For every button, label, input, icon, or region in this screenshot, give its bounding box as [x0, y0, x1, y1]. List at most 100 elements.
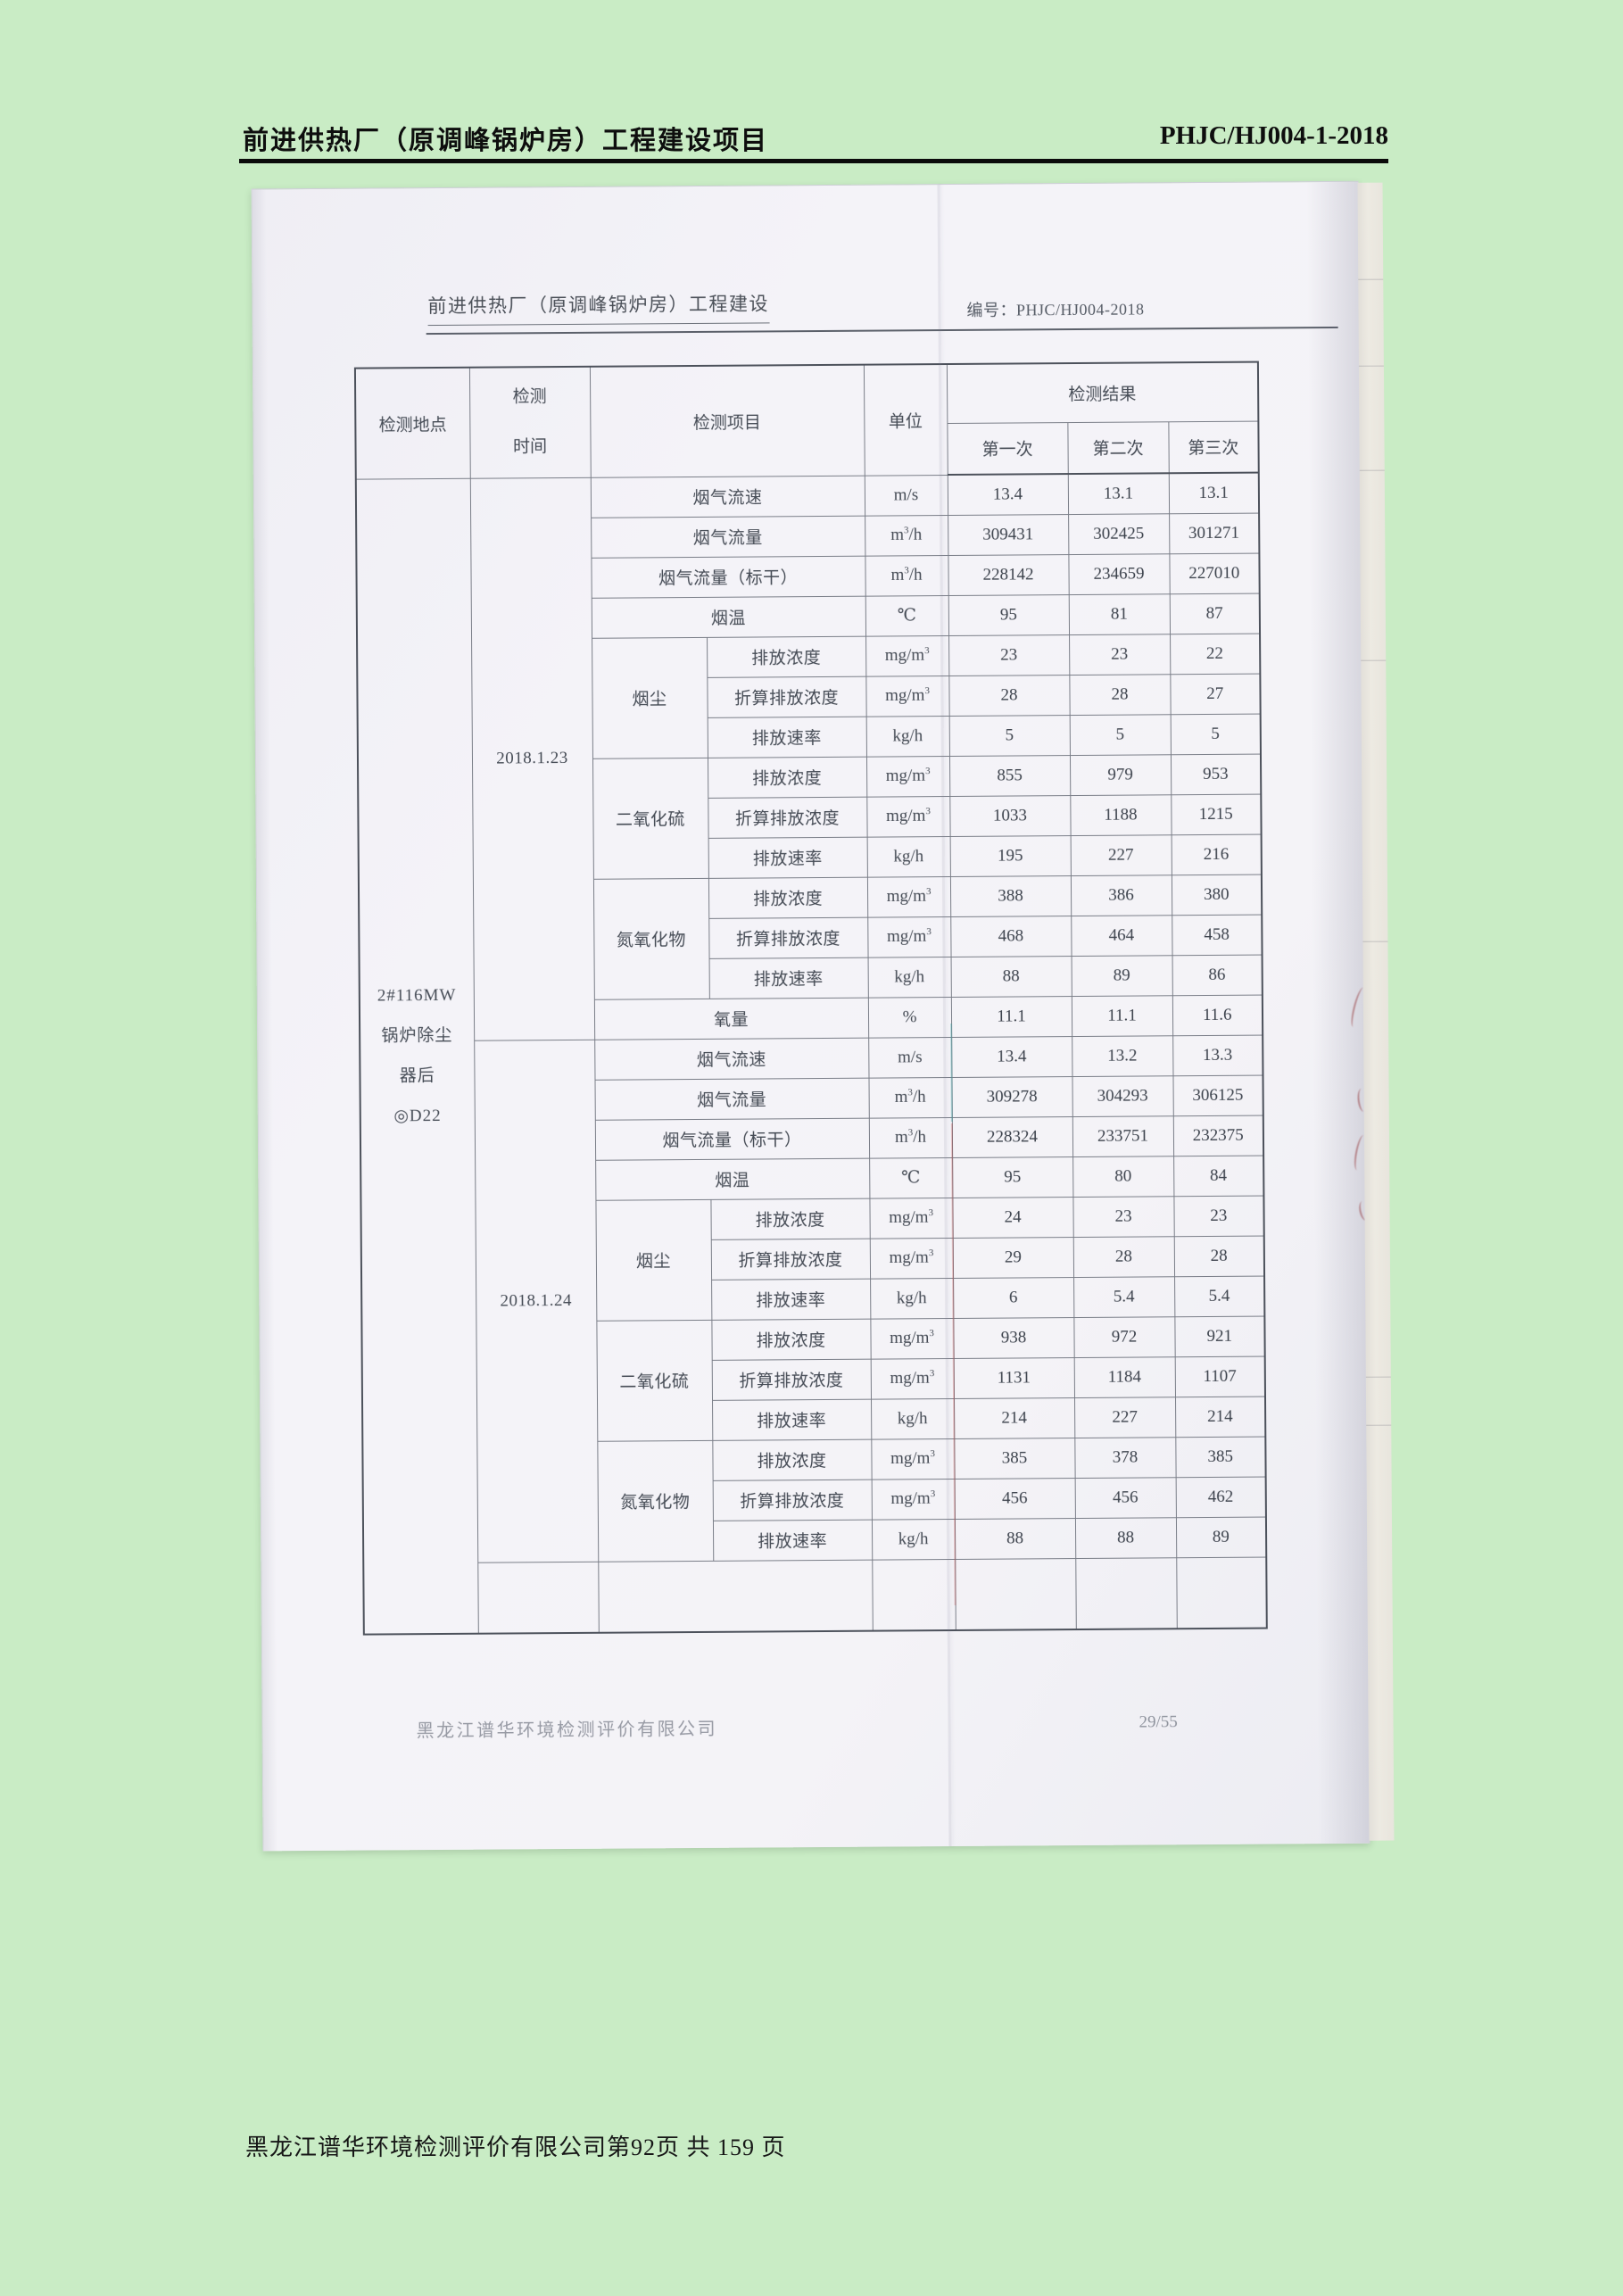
value-cell: 972 — [1073, 1316, 1175, 1358]
value-cell: 13.3 — [1172, 1034, 1263, 1076]
unit-cell: % — [867, 996, 952, 1038]
header-run-2: 第二次 — [1067, 421, 1169, 475]
value-cell: 1131 — [953, 1357, 1075, 1398]
item-cell: 排放浓度 — [707, 635, 866, 677]
header-item: 检测项目 — [589, 364, 865, 477]
value-cell: 81 — [1068, 593, 1171, 635]
item-cell: 排放浓度 — [711, 1318, 871, 1360]
value-cell: 88 — [950, 956, 1072, 997]
value-cell: 232375 — [1172, 1115, 1264, 1156]
value-cell: 28 — [1072, 1236, 1175, 1278]
unit-cell: ℃ — [865, 595, 949, 636]
value-cell: 13.1 — [1168, 472, 1260, 514]
unit-cell: mg/m3 — [866, 796, 950, 837]
value-cell: 938 — [953, 1317, 1074, 1358]
value-cell: 1215 — [1171, 793, 1262, 835]
value-cell: 233751 — [1072, 1115, 1174, 1157]
strip-line — [1358, 278, 1384, 280]
header-time: 检测 时间 — [468, 366, 591, 478]
value-cell: 468 — [950, 916, 1072, 957]
item-cell: 氧量 — [593, 997, 869, 1040]
value-cell: 304293 — [1072, 1075, 1173, 1117]
value-cell: 1184 — [1073, 1356, 1176, 1398]
table-row: 2018.1.24 烟气流速 m/s 13.4 13.2 13.3 — [360, 1034, 1263, 1562]
item-cell: 排放速率 — [707, 716, 866, 758]
unit-cell: m3/h — [868, 1076, 952, 1118]
value-cell: 227 — [1070, 834, 1172, 876]
value-cell: 302425 — [1068, 513, 1170, 555]
unit-cell: kg/h — [871, 1397, 955, 1439]
value-cell: 86 — [1172, 954, 1263, 996]
unit-cell: mg/m3 — [869, 1237, 954, 1279]
value-cell: 214 — [954, 1397, 1075, 1438]
unit-cell: mg/m3 — [870, 1317, 954, 1359]
item-cell: 烟气流速 — [594, 1037, 869, 1080]
value-cell: 385 — [1175, 1436, 1266, 1478]
value-cell: 458 — [1172, 914, 1263, 956]
value-cell: 84 — [1173, 1155, 1264, 1197]
table-row: 2#116MW 锅炉除尘 器后 ◎D22 2018.1.23 烟气流速 m/s 13.4 13.… — [355, 472, 1260, 1635]
group-cell: 氮氧化物 — [592, 877, 709, 999]
value-cell: 5.4 — [1073, 1276, 1175, 1318]
item-cell: 折算排放浓度 — [711, 1358, 872, 1400]
header-run-3: 第三次 — [1168, 420, 1259, 474]
value-cell: 380 — [1171, 874, 1263, 916]
value-cell: 1188 — [1070, 794, 1172, 836]
location-line: 2#116MW — [377, 986, 457, 1006]
item-cell: 排放浓度 — [708, 876, 868, 918]
unit-cell: m3/h — [868, 1116, 953, 1158]
item-cell: 排放速率 — [712, 1519, 873, 1561]
unit-cell: mg/m3 — [865, 756, 950, 797]
strip-line — [1362, 941, 1388, 942]
value-cell: 5 — [1069, 714, 1171, 756]
item-cell: 烟气流速 — [590, 475, 865, 518]
value-cell: 13.4 — [951, 1036, 1072, 1077]
value-cell: 979 — [1069, 754, 1172, 796]
scan-header-title: 前进供热厂（原调峰锅炉房）工程建设 — [427, 289, 770, 327]
value-cell: 88 — [954, 1518, 1076, 1559]
empty-cell — [598, 1559, 873, 1633]
unit-cell: mg/m3 — [865, 676, 949, 717]
unit-cell: mg/m3 — [871, 1438, 955, 1480]
value-cell: 11.1 — [950, 996, 1072, 1037]
value-cell: 23 — [1072, 1196, 1174, 1238]
item-cell: 烟气流量 — [594, 1077, 869, 1120]
item-cell: 烟气流量 — [591, 515, 865, 558]
item-cell: 烟温 — [591, 595, 866, 638]
location-line: 锅炉除尘 — [381, 1026, 453, 1046]
value-cell: 89 — [1175, 1516, 1267, 1558]
item-cell: 排放速率 — [712, 1398, 872, 1440]
item-cell: 折算排放浓度 — [708, 796, 867, 838]
value-cell: 95 — [952, 1156, 1073, 1198]
unit-cell: mg/m3 — [871, 1478, 955, 1520]
monitoring-table: 检测地点 检测 时间 检测项目 单位 检测结果 第一次 第二次 — [353, 361, 1268, 1636]
value-cell: 5 — [1170, 713, 1262, 755]
value-cell: 378 — [1074, 1437, 1176, 1479]
group-cell: 二氧化硫 — [596, 1319, 713, 1441]
value-cell: 22 — [1170, 633, 1261, 675]
doc-number: PHJC/HJ004-1-2018 — [1159, 121, 1388, 150]
scan-header-rule — [426, 326, 1338, 336]
item-cell: 折算排放浓度 — [707, 676, 866, 717]
unit-cell: ℃ — [869, 1156, 953, 1198]
header-unit: 单位 — [863, 364, 948, 476]
location-line: 器后 — [399, 1066, 435, 1086]
item-cell: 折算排放浓度 — [712, 1479, 872, 1521]
scan-footer-page-number: 29/55 — [1139, 1712, 1178, 1732]
value-cell: 456 — [1074, 1477, 1176, 1519]
value-cell: 1033 — [949, 795, 1071, 836]
header-time-line1: 检测 — [512, 387, 547, 407]
value-cell: 23 — [1069, 634, 1171, 676]
item-cell: 排放浓度 — [707, 756, 867, 798]
value-cell: 80 — [1072, 1156, 1174, 1198]
unit-cell: m3/h — [865, 515, 948, 556]
value-cell: 13.4 — [947, 474, 1069, 516]
unit-cell: kg/h — [866, 835, 950, 877]
empty-cell — [477, 1561, 599, 1634]
value-cell: 87 — [1169, 593, 1261, 634]
value-cell: 23 — [1173, 1195, 1264, 1237]
value-cell: 227 — [1074, 1397, 1176, 1438]
unit-cell: m/s — [864, 475, 948, 516]
group-cell: 二氧化硫 — [592, 757, 708, 879]
table-empty-row — [363, 1556, 1267, 1635]
